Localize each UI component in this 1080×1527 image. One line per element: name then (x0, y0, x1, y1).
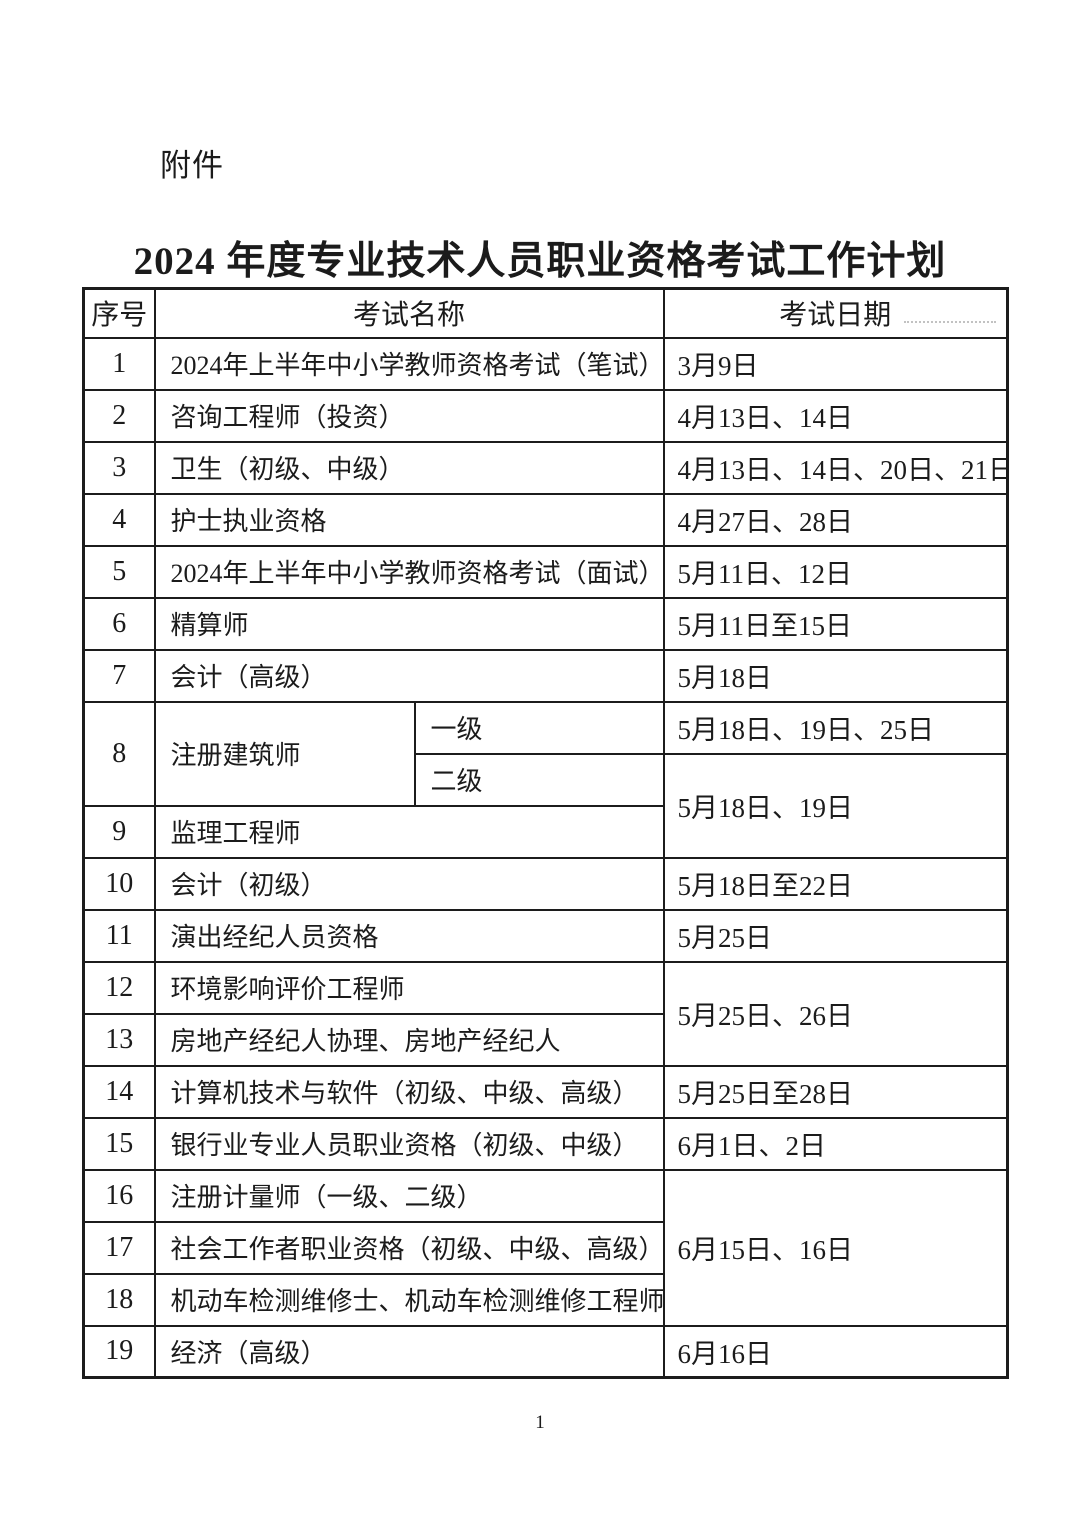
exam-name-cell: 2024年上半年中小学教师资格考试（面试） (153, 544, 665, 599)
exam-date-cell: 6月15日、16日 (662, 1168, 1009, 1327)
exam-date-cell: 5月11日至15日 (662, 596, 1009, 651)
table-row: 10 会计（初级） 5月18日至22日 (82, 856, 1009, 911)
row-index-cell: 3 (82, 440, 156, 495)
exam-date-cell: 6月16日 (662, 1324, 1009, 1379)
exam-date-cell: 5月25日 (662, 908, 1009, 963)
table-row: 6 精算师 5月11日至15日 (82, 596, 1009, 651)
table-row: 9 监理工程师 (82, 804, 1008, 859)
exam-name-cell: 环境影响评价工程师 (153, 960, 665, 1015)
row-index-cell: 9 (82, 804, 156, 859)
page-number: 1 (535, 1412, 545, 1433)
row-index-cell: 7 (82, 648, 156, 703)
page-title: 2024 年度专业技术人员职业资格考试工作计划 (133, 240, 947, 283)
table-row: 17 社会工作者职业资格（初级、中级、高级） (82, 1220, 1008, 1275)
exam-date-cell: 5月18日、19日、25日 (662, 700, 1009, 755)
row-index-cell: 1 (82, 336, 156, 391)
exam-date-cell: 5月18日至22日 (662, 856, 1009, 911)
exam-name-cell: 房地产经纪人协理、房地产经纪人 (153, 1012, 665, 1067)
table-row: 1 2024年上半年中小学教师资格考试（笔试） 3月9日 (82, 336, 1009, 391)
table-row: 7 会计（高级） 5月18日 (82, 648, 1009, 703)
exam-date-cell: 4月13日、14日、20日、21日 (662, 440, 1009, 495)
table-row: 12 环境影响评价工程师 5月25日、26日 (82, 960, 1009, 1067)
table-row: 二级 5月18日、19日 (84, 752, 1009, 859)
row-index-cell: 18 (82, 1272, 156, 1327)
exam-name-cell: 计算机技术与软件（初级、中级、高级） (153, 1064, 665, 1119)
exam-level-cell: 一级 (413, 700, 665, 755)
table-row: 5 2024年上半年中小学教师资格考试（面试） 5月11日、12日 (82, 544, 1009, 599)
exam-name-cell: 社会工作者职业资格（初级、中级、高级） (153, 1220, 665, 1275)
col-header-name: 考试名称 (153, 287, 665, 339)
exam-name-cell: 会计（初级） (153, 856, 665, 911)
exam-date-cell: 3月9日 (662, 336, 1009, 391)
col-header-index: 序号 (82, 287, 156, 339)
exam-date-cell: 4月27日、28日 (662, 492, 1009, 547)
exam-name-cell: 经济（高级） (153, 1324, 665, 1379)
exam-date-cell: 5月11日、12日 (662, 544, 1009, 599)
row-index-cell: 5 (82, 544, 156, 599)
table-row: 4 护士执业资格 4月27日、28日 (82, 492, 1009, 547)
row-index-cell: 13 (82, 1012, 156, 1067)
exam-name-cell: 卫生（初级、中级） (153, 440, 665, 495)
row-index-cell: 14 (82, 1064, 156, 1119)
row-index-cell: 11 (82, 908, 156, 963)
row-index-cell: 15 (82, 1116, 156, 1171)
table-row: 18 机动车检测维修士、机动车检测维修工程师 (82, 1272, 1008, 1327)
table-header-row: 序号 考试名称 考试日期 (82, 287, 1009, 339)
row-index-cell: 8 (82, 700, 156, 807)
row-index-cell: 16 (82, 1168, 156, 1223)
exam-name-cell: 注册计量师（一级、二级） (153, 1168, 665, 1223)
exam-name-cell: 护士执业资格 (153, 492, 665, 547)
table-row: 14 计算机技术与软件（初级、中级、高级） 5月25日至28日 (82, 1064, 1009, 1119)
exam-date-cell: 4月13日、14日 (662, 388, 1009, 443)
row-index-cell: 4 (82, 492, 156, 547)
exam-name-cell: 会计（高级） (153, 648, 665, 703)
row-index-cell: 10 (82, 856, 156, 911)
exam-date-cell: 5月25日、26日 (662, 960, 1009, 1067)
attachment-label: 附件 (160, 148, 224, 183)
table-row: 8 注册建筑师 一级 5月18日、19日、25日 (82, 700, 1009, 807)
exam-date-cell: 6月1日、2日 (662, 1116, 1009, 1171)
table-row: 2 咨询工程师（投资） 4月13日、14日 (82, 388, 1009, 443)
exam-level-cell: 二级 (413, 752, 665, 807)
row-index-cell: 19 (82, 1324, 156, 1379)
row-index-cell: 6 (82, 596, 156, 651)
row-index-cell: 17 (82, 1220, 156, 1275)
table-row: 19 经济（高级） 6月16日 (82, 1324, 1009, 1379)
scan-artifact (904, 320, 997, 323)
exam-name-cell: 机动车检测维修士、机动车检测维修工程师 (153, 1272, 665, 1327)
col-header-date-label: 考试日期 (779, 299, 892, 331)
table-row: 3 卫生（初级、中级） 4月13日、14日、20日、21日 (82, 440, 1009, 495)
exam-name-cell: 2024年上半年中小学教师资格考试（笔试） (153, 336, 665, 391)
exam-name-cell: 咨询工程师（投资） (153, 388, 665, 443)
row-index-cell: 12 (82, 960, 156, 1015)
exam-name-cell: 演出经纪人员资格 (153, 908, 665, 963)
exam-name-cell: 注册建筑师 (153, 700, 416, 807)
exam-date-cell: 5月25日至28日 (662, 1064, 1009, 1119)
exam-name-cell: 精算师 (153, 596, 665, 651)
exam-schedule-table: 序号 考试名称 考试日期 1 2024年上半年中小学教师资格考试（笔试） 3月9… (82, 287, 1010, 1379)
exam-name-cell: 监理工程师 (153, 804, 665, 859)
exam-date-cell: 5月18日 (662, 648, 1009, 703)
table-row: 15 银行业专业人员职业资格（初级、中级） 6月1日、2日 (82, 1116, 1009, 1171)
row-index-cell: 2 (82, 388, 156, 443)
table-row: 11 演出经纪人员资格 5月25日 (82, 908, 1009, 963)
exam-name-cell: 银行业专业人员职业资格（初级、中级） (153, 1116, 665, 1171)
table-row: 16 注册计量师（一级、二级） 6月15日、16日 (82, 1168, 1009, 1327)
col-header-date: 考试日期 (662, 287, 1009, 339)
table-row: 13 房地产经纪人协理、房地产经纪人 (82, 1012, 1008, 1067)
exam-date-cell: 5月18日、19日 (662, 752, 1009, 859)
